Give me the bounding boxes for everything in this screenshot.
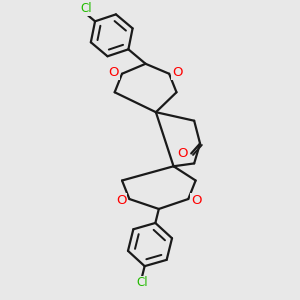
Text: Cl: Cl <box>136 276 148 290</box>
Text: O: O <box>172 66 183 79</box>
Text: O: O <box>191 194 202 207</box>
Text: O: O <box>178 147 188 160</box>
Text: Cl: Cl <box>80 2 92 15</box>
Text: O: O <box>116 194 126 207</box>
Text: O: O <box>109 66 119 79</box>
